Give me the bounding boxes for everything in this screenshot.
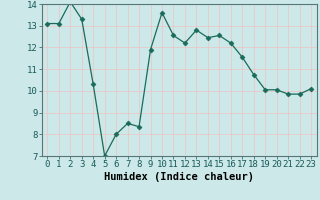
X-axis label: Humidex (Indice chaleur): Humidex (Indice chaleur) bbox=[104, 172, 254, 182]
